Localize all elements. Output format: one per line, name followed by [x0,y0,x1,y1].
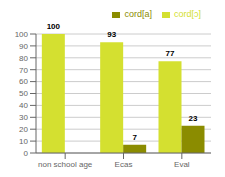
svg-text:Ecas: Ecas [115,160,133,169]
html-text:cord[a]: cord[a] [124,9,152,19]
svg-text:10: 10 [19,137,28,146]
svg-text:0: 0 [24,149,29,158]
svg-text:70: 70 [19,66,28,75]
svg-text:non school age: non school age [38,160,93,169]
svg-text:100: 100 [47,22,61,31]
svg-text:20: 20 [19,125,28,134]
svg-text:Eval: Eval [174,160,190,169]
svg-text:40: 40 [19,101,28,110]
svg-text:7: 7 [132,133,137,142]
svg-text:30: 30 [19,113,28,122]
svg-text:23: 23 [189,114,198,123]
svg-text:100: 100 [15,30,29,39]
svg-text:93: 93 [107,30,116,39]
svg-text:77: 77 [166,49,175,58]
svg-text:90: 90 [19,42,28,51]
svg-text:50: 50 [19,89,28,98]
svg-text:80: 80 [19,54,28,63]
html-text:cord[ɔ]: cord[ɔ] [174,9,201,19]
svg-text:60: 60 [19,77,28,86]
